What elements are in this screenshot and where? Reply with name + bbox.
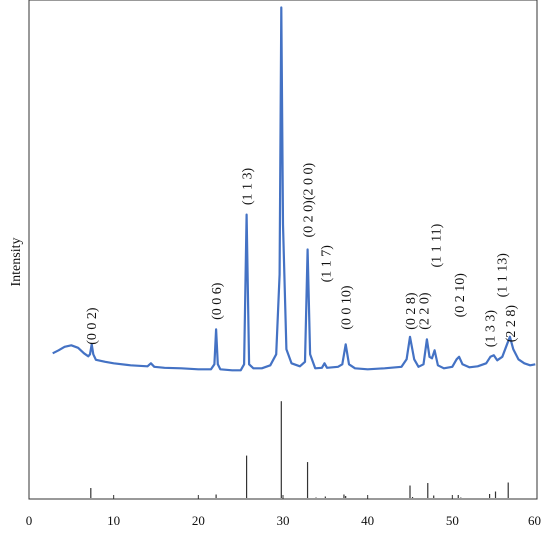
peak-label: (0 0 2): [85, 307, 100, 345]
peak-label: (1 3 3): [484, 310, 499, 348]
peak-label: (1 1 3): [241, 167, 256, 205]
x-tick-label: 20: [192, 513, 205, 528]
peak-label: (1 1 13): [495, 253, 510, 298]
x-axis: 0 10 20 30 40 50 60: [26, 495, 541, 528]
peak-label: (0 2 0)(2 0 0): [302, 163, 317, 238]
x-tick-label: 50: [446, 513, 459, 528]
peak-label: (1 1 7): [319, 245, 334, 283]
peak-labels: (0 0 2)(0 0 6)(1 1 3)(0 0 8)(0 2 0)(2 0 …: [85, 163, 519, 348]
peak-label: (0 2 8): [404, 292, 419, 330]
y-axis-title: Intensity: [9, 238, 24, 287]
peak-label: (0 2 10): [453, 273, 468, 318]
x-tick-label: 10: [107, 513, 120, 528]
peak-label: (0 0 10): [340, 285, 355, 330]
peak-label: (2 2 8): [504, 305, 519, 343]
measured-series-line: [52, 6, 536, 372]
peak-label: (0 0 6): [210, 282, 225, 320]
x-tick-label: 40: [361, 513, 374, 528]
x-tick-label: 60: [528, 513, 541, 528]
x-tick-label: 30: [277, 513, 290, 528]
peak-label: (1 1 11): [429, 223, 444, 267]
reference-pattern: [90, 401, 509, 499]
measured-pattern: [52, 6, 536, 372]
peak-label: (2 2 0): [418, 292, 433, 330]
x-tick-label: 0: [26, 513, 33, 528]
